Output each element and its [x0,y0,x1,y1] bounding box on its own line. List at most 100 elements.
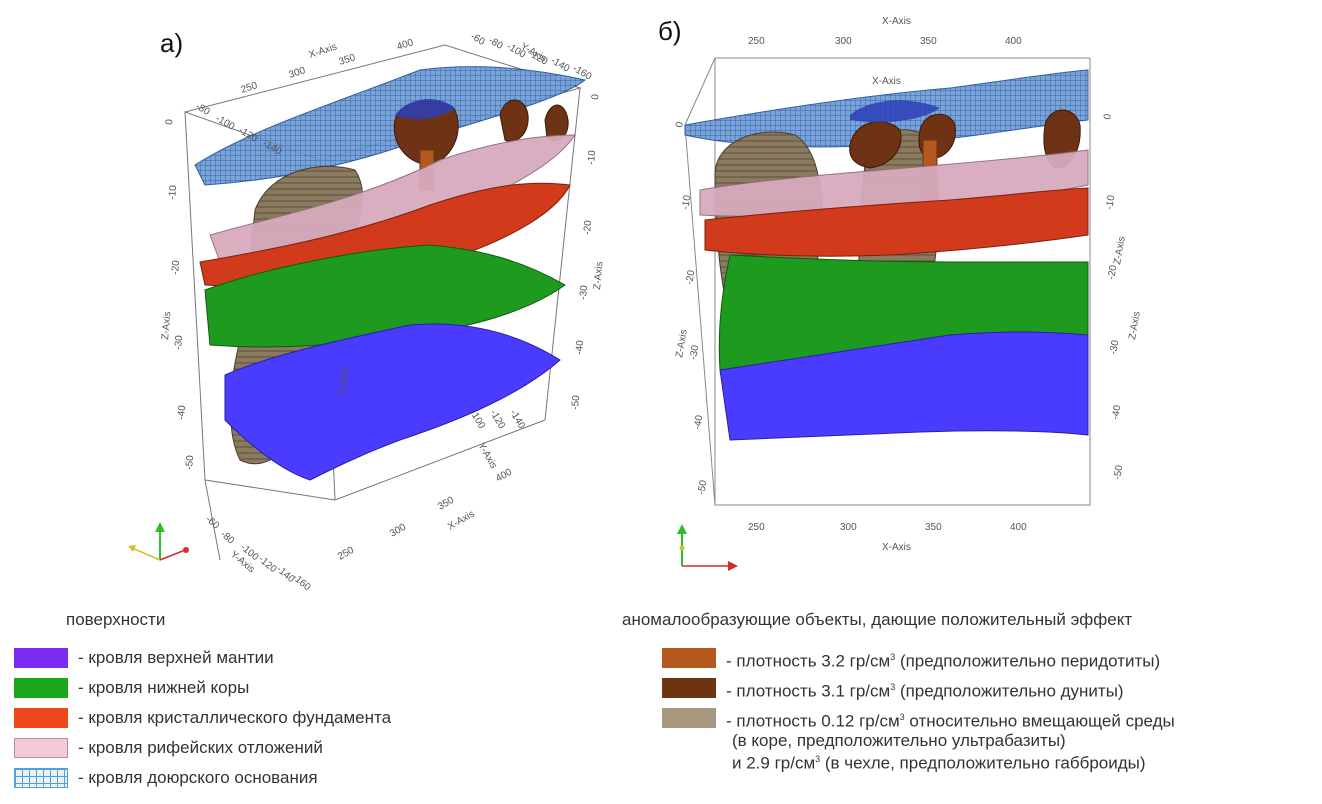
legend-text: - плотность 3.2 гр/см3 (предположительно… [726,648,1160,671]
legend-label: - кровля нижней коры [78,678,250,697]
legend-swatch-lower-crust [14,678,68,698]
panel-b-surface-basement [704,187,1089,257]
legend-item: - плотность 3.1 гр/см3 (предположительно… [662,678,1322,708]
legend-label: - кровля верхней мантии [78,648,274,667]
panel-a-z-tick-left: 0 [164,118,175,125]
legend-label: - кровля кристаллического фундамента [78,708,392,727]
panel-b-z-axis-label-left: Z-Axis [674,329,690,359]
panel-a-x-tick-top: 350 [338,52,358,68]
panel-a-surface-mantle [224,323,561,481]
panel-a-z-axis-label-mid: Z-Axis [337,366,350,395]
panel-a-z-tick-left: -50 [184,454,196,470]
legend-line: - плотность 0.12 гр/см3 относительно вме… [726,708,1175,731]
legend-line-part: и 2.9 гр/см [732,753,816,773]
panel-a-x-tick-top: 400 [396,37,416,53]
legend-line-part: - плотность 3.2 гр/см [726,651,891,671]
panel-b-z-tick-right: -40 [1110,404,1123,421]
legend-swatch-peridotite [662,648,716,668]
panel-b-bounding-box [684,57,1091,506]
panel-a-z-tick-right: -30 [578,284,590,300]
panel-a-x-tick-bottom: 350 [436,495,456,513]
panel-a-y-tick-top: -80 [487,35,505,52]
panel-a-y-tick-top: -140 [549,55,572,75]
panel-a-letter: а) [160,28,183,58]
panel-a-x-tick-bottom: 250 [336,545,356,563]
legend-line-part: (предположительно перидотиты) [895,651,1161,671]
legend-label: - кровля рифейских отложений [78,738,323,757]
panel-a-y-axis-label-mid: Y-Axis [475,441,499,471]
panel-a-z-tick-left: -40 [176,404,188,420]
panel-a-y-tick-bottom: -80 [218,529,236,547]
panel-b-x-tick-top: 350 [920,36,937,47]
panel-a-z-tick-right: -20 [582,219,594,235]
panel-a-z-tick-right: 0 [590,93,601,100]
panel-b-z-axis-label-right: Z-Axis [1112,236,1128,266]
panel-b-body-dunite-1 [849,121,902,169]
superscript: 3 [890,682,896,692]
panel-a-body-dunite-2 [499,99,529,142]
legend-surfaces: поверхности - кровля верхней мантии - кр… [14,610,574,798]
legend-line-part: - плотность 3.1 гр/см [726,681,891,701]
panel-b-x-tick-top: 400 [1005,36,1022,47]
legend-line-part: относительно вмещающей среды [904,711,1175,731]
panel-a-z-tick-right: -10 [586,149,598,165]
panel-b-z-tick-left: -10 [680,194,693,211]
legend-line: (в коре, предположительно ультрабазиты) [726,731,1175,750]
panel-b-x-axis-label-inner: X-Axis [872,76,901,87]
panel-a-x-tick-top: 250 [240,80,260,96]
panel-a-y-tick-left: -100 [214,113,237,133]
panel-a-z-axis-label-left: Z-Axis [160,311,173,340]
legend-item: - кровля кристаллического фундамента [14,708,574,738]
legend-line: - плотность 3.1 гр/см3 (предположительно… [726,678,1124,701]
legend-line: - плотность 3.2 гр/см3 (предположительно… [726,648,1160,671]
panel-b-x-tick-top: 300 [835,36,852,47]
panel-a-3d-model: а) X-Axis Y-Axis Z-Axis Z-Axis Z-Axis X-… [0,0,640,593]
legend-objects-list: - плотность 3.2 гр/см 3 (предположительно… [622,648,1322,778]
panel-b-z-tick-right: -20 [1106,264,1119,281]
legend-line-part: (в коре, предположительно ультрабазиты) [732,730,1066,750]
panel-b-x-tick-bottom: 250 [748,522,765,533]
legend-surfaces-title: поверхности [66,610,166,629]
legend-swatch-ultrabasite [662,708,716,728]
legend-objects-title: аномалообразующие объекты, дающие положи… [622,610,1133,629]
legend-line-part: - плотность 0.12 гр/см [726,711,900,731]
legend-swatch-riphean [14,738,68,758]
superscript: 3 [899,712,905,722]
panel-a-x-tick-bottom: 300 [388,522,408,540]
panel-b-body-blue-caps [850,100,940,123]
panel-b-x-tick-bottom: 350 [925,522,942,533]
legend-line-part: (в чехле, предположительно габброиды) [820,753,1146,773]
legend-swatch-pre-jurassic [14,768,68,788]
panel-a-z-tick-left: -30 [173,334,185,350]
panel-b-z-tick-right: -10 [1104,194,1117,211]
legend-item: - плотность 0.12 гр/см3 относительно вме… [662,708,1322,778]
panel-a-y-tick-bottom: -60 [203,514,221,532]
legend-surfaces-list: - кровля верхней мантии - кровля нижней … [14,648,574,798]
legend-swatch-mantle [14,648,68,668]
panel-b-z-tick-right: -30 [1108,339,1121,356]
panel-a-x-tick-top: 300 [288,65,308,81]
legend-line: и 2.9 гр/см3 (в чехле, предположительно … [726,750,1175,773]
panel-a-mesh-overlay [195,66,585,185]
panel-a-x-axis-label-top: X-Axis [308,41,339,60]
panel-a-body-blue-caps [395,98,455,120]
legend-line-part: (предположительно дуниты) [895,681,1124,701]
panel-b-z-tick-left: -30 [688,344,701,361]
legend-item: - кровля рифейских отложений [14,738,574,768]
panel-a-y-tick-mid: -120 [487,408,507,431]
legend-text: - плотность 3.1 гр/см3 (предположительно… [726,678,1124,701]
panel-a-z-axis-label-right: Z-Axis [592,261,605,290]
panel-a-z-tick-left: -10 [167,184,179,200]
legend-item: - кровля верхней мантии [14,648,574,678]
panel-b-z-axis-label-right-2: Z-Axis [1127,311,1143,341]
panel-b-x-axis-label-bottom: X-Axis [882,542,911,553]
panel-a-y-tick-mid: -100 [467,408,487,431]
legend-objects: аномалообразующие объекты, дающие положи… [622,610,1322,778]
legend-item: - кровля доюрского основания [14,768,574,798]
panel-a-x-axis-label-bottom: X-Axis [446,509,477,533]
panel-b-x-axis-label-top: X-Axis [882,16,911,27]
legend-item: - кровля нижней коры [14,678,574,708]
panel-a-z-tick-left: -20 [170,259,182,275]
panel-b-x-tick-bottom: 400 [1010,522,1027,533]
panel-b-3d-model: б) X-Axis X-Axis X-Axis Z-Axis Z-Axis Z-… [620,0,1322,590]
